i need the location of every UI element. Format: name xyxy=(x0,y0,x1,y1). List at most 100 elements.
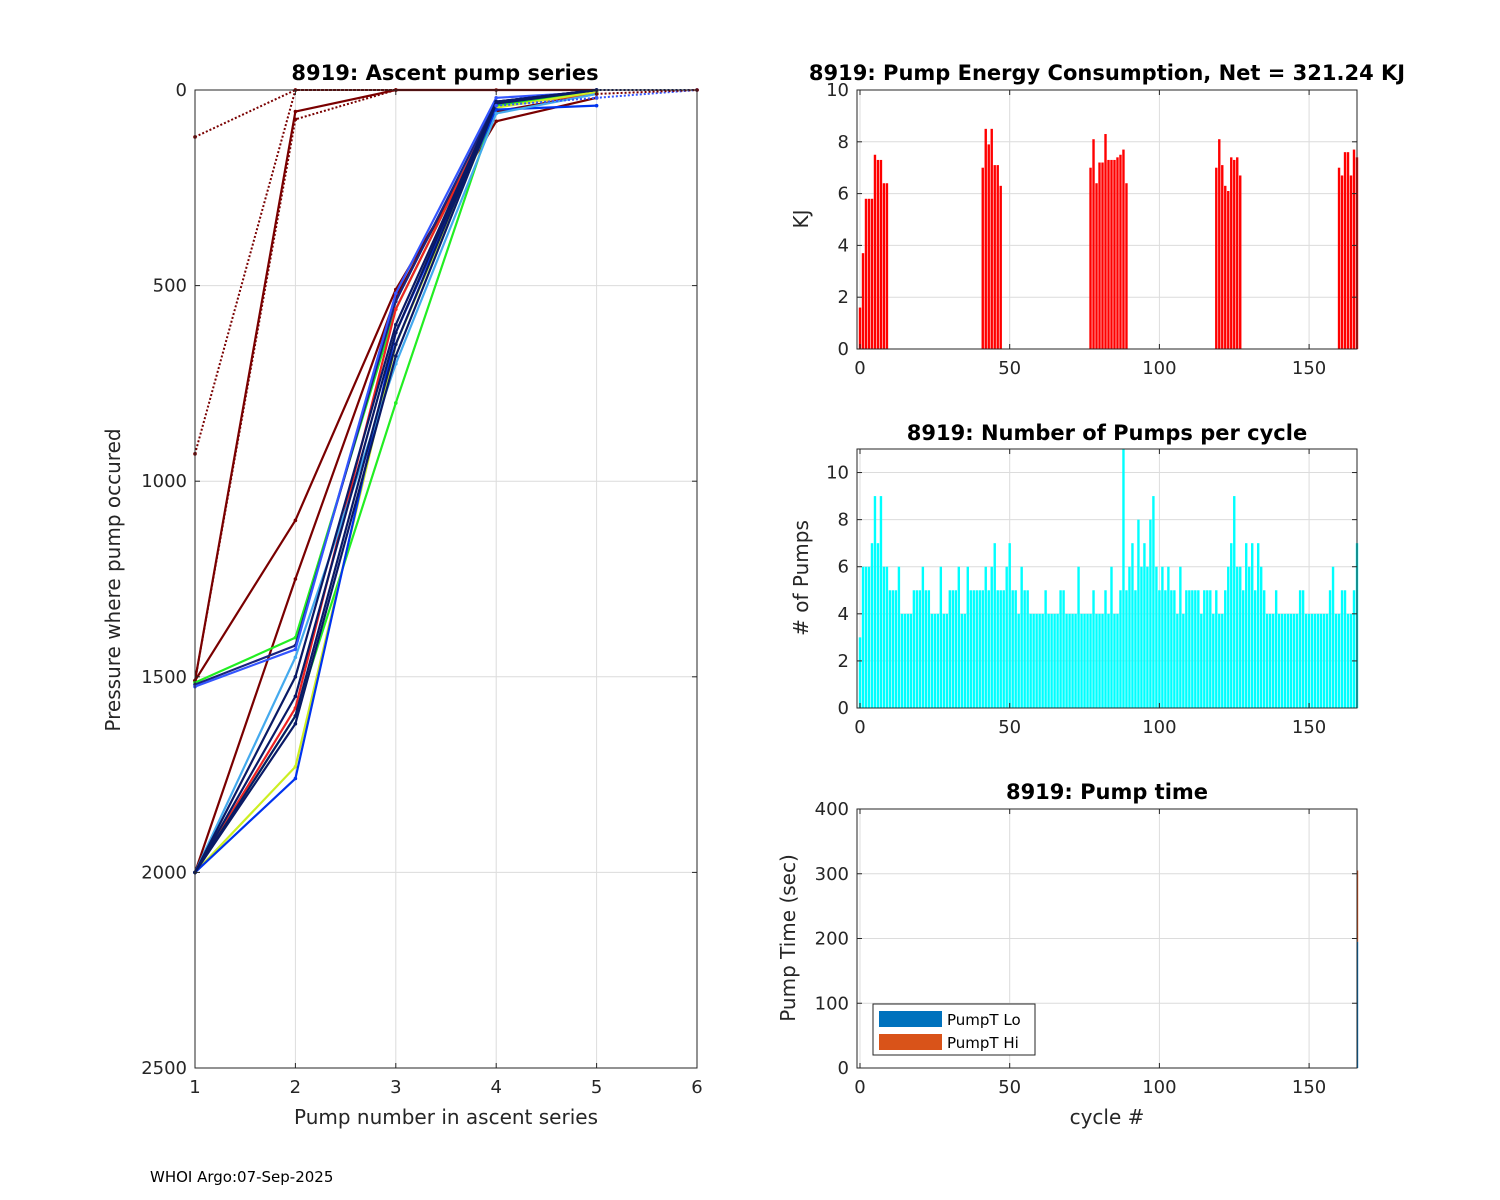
pumps-bar xyxy=(1203,590,1206,708)
ascent-x-tick-label: 2 xyxy=(290,1077,301,1098)
ascent-point xyxy=(293,721,298,726)
pumps-bar xyxy=(867,566,871,708)
energy-bar xyxy=(1230,157,1233,349)
ascent-point xyxy=(494,119,499,124)
pumps-bar xyxy=(1230,543,1233,708)
pumps-bar xyxy=(1209,590,1212,708)
legend-label-pumpt-lo: PumpT Lo xyxy=(947,1011,1021,1029)
pumps-bar xyxy=(1307,613,1311,708)
pumps-bar xyxy=(1286,613,1290,708)
energy-bar xyxy=(1113,159,1116,349)
pumps-bar xyxy=(939,566,943,708)
pumps-per-cycle-chart: 8919: Number of Pumps per cycle # of Pum… xyxy=(789,421,1359,738)
pumps-bar xyxy=(1319,613,1323,708)
pumptime-x-tick-label: 50 xyxy=(998,1077,1021,1098)
pumps-bar xyxy=(1023,590,1026,708)
pumps-bar xyxy=(1200,613,1203,708)
energy-bar xyxy=(864,198,868,349)
ascent-y-axis-label: Pressure where pump occured xyxy=(101,428,125,731)
pumps-bar xyxy=(870,543,874,708)
pumps-bar xyxy=(1134,590,1137,708)
energy-bar xyxy=(1343,152,1347,349)
energy-y-tick-label: 10 xyxy=(826,80,849,101)
pumps-bar xyxy=(942,613,946,708)
pumps-x-tick-label: 100 xyxy=(1142,717,1176,738)
pumps-bar xyxy=(864,566,868,708)
pump-energy-chart: 8919: Pump Energy Consumption, Net = 321… xyxy=(789,61,1405,379)
ascent-point xyxy=(293,577,298,581)
pumps-bar xyxy=(1140,566,1143,708)
pumps-bar xyxy=(1071,613,1074,708)
legend-label-pumpt-hi: PumpT Hi xyxy=(947,1034,1019,1052)
pumps-bar xyxy=(1161,566,1164,708)
pumps-bar xyxy=(858,637,862,708)
footer-stamp: WHOI Argo:07-Sep-2025 xyxy=(150,1168,333,1186)
ascent-point xyxy=(394,291,398,296)
pumps-y-tick-label: 6 xyxy=(838,557,849,578)
pumps-bar xyxy=(1277,613,1281,708)
pumps-bar xyxy=(1020,566,1023,708)
ascent-point xyxy=(594,96,599,100)
pumps-bar xyxy=(1011,590,1014,708)
pumptime-y-tick-label: 300 xyxy=(815,864,849,885)
ascent-point xyxy=(293,647,298,652)
energy-plot-area xyxy=(857,90,1357,349)
pumps-bar xyxy=(987,590,990,708)
pumps-bar xyxy=(891,590,895,708)
pumptime-y-tick-label: 400 xyxy=(815,799,849,820)
pumps-bar xyxy=(1149,519,1152,708)
pumps-bars xyxy=(858,449,1359,708)
pumps-bar xyxy=(1146,566,1149,708)
pumps-bar xyxy=(1068,613,1071,708)
energy-bar xyxy=(987,144,990,349)
energy-bar xyxy=(861,253,865,349)
pumps-bar xyxy=(1340,590,1344,708)
pumps-bar xyxy=(1080,613,1083,708)
pumps-bar xyxy=(996,590,999,708)
ascent-point xyxy=(394,307,398,311)
energy-bars xyxy=(858,128,1359,349)
pumps-bar xyxy=(1173,590,1176,708)
pumps-bar xyxy=(936,613,940,708)
pumps-bar xyxy=(1292,613,1296,708)
pumps-bar xyxy=(1005,566,1008,708)
pumps-bar xyxy=(1334,613,1338,708)
ascent-series-line-s21 xyxy=(596,89,698,95)
ascent-y-tick-label: 2000 xyxy=(141,862,187,883)
energy-bar xyxy=(882,183,886,349)
legend-swatch-pumpt-hi xyxy=(879,1034,942,1050)
pumps-bar xyxy=(1110,566,1113,708)
energy-bar xyxy=(999,185,1002,349)
pumps-bar xyxy=(903,613,907,708)
pumps-bar xyxy=(1002,590,1005,708)
pumps-bar xyxy=(1224,590,1227,708)
pumps-y-tick-label: 2 xyxy=(838,651,849,672)
pumptime-x-axis-label: cycle # xyxy=(1070,1105,1145,1129)
ascent-point xyxy=(494,99,499,104)
pumps-bar xyxy=(1143,543,1146,708)
pumps-bar xyxy=(1280,613,1284,708)
pumps-bar xyxy=(1251,543,1254,708)
pumps-bar xyxy=(1248,566,1251,708)
energy-y-tick-label: 0 xyxy=(838,339,849,360)
pumps-bar xyxy=(1119,590,1122,708)
pumps-bar xyxy=(1257,543,1260,708)
pumps-bar xyxy=(1104,590,1107,708)
pumptime-x-tick-label: 0 xyxy=(854,1077,865,1098)
ascent-point xyxy=(293,776,298,781)
ascent-x-tick-label: 1 xyxy=(189,1077,200,1098)
pumps-x-tick-label: 50 xyxy=(998,717,1021,738)
pumps-bar xyxy=(1125,590,1128,708)
pumps-y-axis-label: # of Pumps xyxy=(789,520,813,636)
pumps-bar xyxy=(966,566,969,708)
energy-bar xyxy=(1122,149,1125,349)
pumps-bar xyxy=(1053,613,1056,708)
energy-bar xyxy=(1110,159,1113,349)
pumptime-y-tick-label: 0 xyxy=(838,1058,849,1079)
pumps-bar xyxy=(1176,613,1179,708)
pumps-bar xyxy=(1346,613,1350,708)
energy-y-tick-label: 4 xyxy=(838,235,849,256)
energy-bar xyxy=(1116,157,1119,349)
ascent-y-tick-label: 500 xyxy=(153,276,187,297)
energy-bar xyxy=(1239,175,1242,349)
